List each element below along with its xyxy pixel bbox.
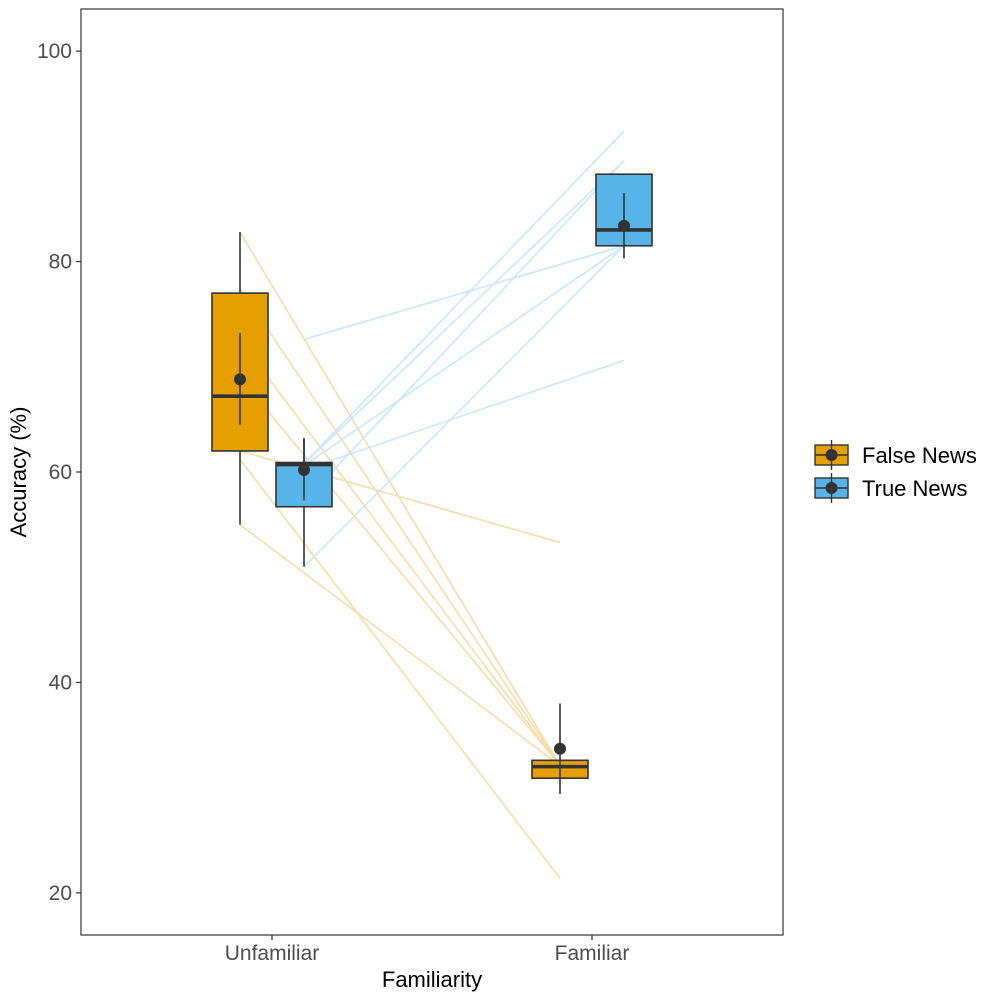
participant-line <box>239 458 561 879</box>
participant-line <box>303 359 625 471</box>
mean-point <box>234 373 246 386</box>
x-axis-title: Familiarity <box>382 967 482 992</box>
legend-label: False News <box>862 443 977 468</box>
participant-line <box>303 159 625 503</box>
y-axis-title: Accuracy (%) <box>6 407 31 538</box>
participant-line <box>303 130 625 465</box>
legend-key-point <box>825 449 838 461</box>
y-tick-label: 80 <box>49 251 72 274</box>
participant-lines-group <box>239 130 625 879</box>
participant-line <box>239 376 561 767</box>
mean-point <box>298 463 310 476</box>
participant-line <box>239 523 561 767</box>
y-tick-label: 100 <box>37 40 72 63</box>
y-tick-label: 60 <box>49 461 72 484</box>
x-ticks-group: Unfamiliar Familiar <box>225 935 630 965</box>
participant-line <box>239 287 561 767</box>
legend-key <box>814 473 849 503</box>
mean-point <box>618 219 630 232</box>
legend-label: True News <box>862 476 968 501</box>
x-tick-label: Unfamiliar <box>225 942 320 965</box>
participant-line <box>303 245 625 568</box>
participant-line <box>303 159 625 465</box>
mean-point <box>554 742 566 755</box>
legend-key-point <box>825 482 838 494</box>
legend-key <box>814 440 849 470</box>
x-tick-label: Familiar <box>555 942 630 965</box>
y-tick-label: 20 <box>49 882 72 905</box>
boxes-group <box>211 173 653 794</box>
participant-line <box>239 339 561 767</box>
participant-line <box>239 231 561 767</box>
plot-panel-border <box>80 8 784 936</box>
participant-line <box>303 244 625 341</box>
participant-line <box>303 245 625 467</box>
y-ticks-group: 20 40 60 80 100 <box>37 40 81 905</box>
y-tick-label: 40 <box>49 671 72 694</box>
legend: False News True News <box>814 440 977 503</box>
